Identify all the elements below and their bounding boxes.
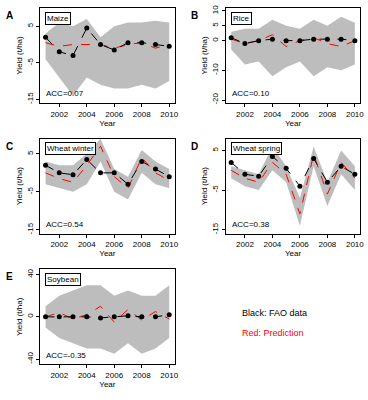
svg-text:ACC=-0.35: ACC=-0.35 bbox=[46, 351, 86, 360]
svg-text:2002: 2002 bbox=[50, 240, 68, 249]
svg-text:2004: 2004 bbox=[78, 240, 96, 249]
svg-text:Red: Prediction: Red: Prediction bbox=[242, 328, 304, 338]
svg-text:Year: Year bbox=[99, 380, 116, 389]
svg-text:ACC=0.54: ACC=0.54 bbox=[46, 220, 84, 229]
svg-text:Yield (t/ha): Yield (t/ha) bbox=[200, 167, 209, 206]
svg-text:Black: FAO data: Black: FAO data bbox=[242, 308, 307, 318]
svg-text:Yield (t/ha): Yield (t/ha) bbox=[200, 36, 209, 75]
svg-text:2004: 2004 bbox=[264, 240, 282, 249]
svg-text:A: A bbox=[6, 10, 13, 21]
svg-text:2008: 2008 bbox=[133, 371, 151, 380]
svg-text:ACC=0.38: ACC=0.38 bbox=[232, 220, 270, 229]
svg-text:2010: 2010 bbox=[160, 110, 178, 119]
svg-text:-15: -15 bbox=[211, 222, 220, 234]
svg-text:2010: 2010 bbox=[346, 110, 364, 119]
svg-text:Rice: Rice bbox=[233, 14, 250, 23]
svg-text:40: 40 bbox=[26, 268, 35, 277]
svg-text:B: B bbox=[191, 10, 198, 21]
svg-text:2006: 2006 bbox=[105, 371, 123, 380]
svg-text:5: 5 bbox=[211, 22, 220, 27]
svg-text:Maize: Maize bbox=[47, 14, 69, 23]
svg-text:Year: Year bbox=[285, 249, 302, 258]
svg-text:2002: 2002 bbox=[236, 110, 254, 119]
svg-text:Soybean: Soybean bbox=[47, 275, 79, 284]
svg-text:Year: Year bbox=[99, 119, 116, 128]
svg-text:5: 5 bbox=[26, 150, 35, 155]
svg-text:-15: -15 bbox=[26, 222, 35, 234]
svg-text:2002: 2002 bbox=[50, 110, 68, 119]
svg-text:D: D bbox=[191, 141, 198, 152]
svg-text:2004: 2004 bbox=[78, 110, 96, 119]
svg-text:2002: 2002 bbox=[50, 371, 68, 380]
svg-text:2010: 2010 bbox=[346, 240, 364, 249]
svg-text:-15: -15 bbox=[26, 92, 35, 104]
svg-text:2008: 2008 bbox=[318, 110, 336, 119]
svg-text:-10: -10 bbox=[211, 63, 220, 75]
svg-text:Wheat spring: Wheat spring bbox=[233, 144, 280, 153]
svg-text:2004: 2004 bbox=[78, 371, 96, 380]
svg-text:2010: 2010 bbox=[160, 371, 178, 380]
svg-text:Yield (t/ha): Yield (t/ha) bbox=[15, 36, 24, 75]
svg-text:ACC=0.07: ACC=0.07 bbox=[46, 89, 84, 98]
svg-text:5: 5 bbox=[26, 22, 35, 27]
svg-text:Wheat winter: Wheat winter bbox=[47, 144, 94, 153]
svg-text:2006: 2006 bbox=[291, 240, 309, 249]
svg-text:Year: Year bbox=[99, 249, 116, 258]
svg-text:-40: -40 bbox=[26, 352, 35, 364]
svg-text:5: 5 bbox=[211, 147, 220, 152]
svg-text:0: 0 bbox=[211, 37, 220, 42]
svg-text:-20: -20 bbox=[211, 92, 220, 104]
svg-text:2010: 2010 bbox=[160, 240, 178, 249]
svg-text:2002: 2002 bbox=[236, 240, 254, 249]
svg-text:2008: 2008 bbox=[318, 240, 336, 249]
svg-text:2008: 2008 bbox=[133, 110, 151, 119]
svg-text:Yield (t/ha): Yield (t/ha) bbox=[15, 167, 24, 206]
svg-text:Yield (t/ha): Yield (t/ha) bbox=[15, 297, 24, 336]
svg-text:-5: -5 bbox=[26, 57, 35, 65]
svg-text:2004: 2004 bbox=[264, 110, 282, 119]
svg-text:2006: 2006 bbox=[105, 240, 123, 249]
svg-text:2008: 2008 bbox=[133, 240, 151, 249]
svg-text:2006: 2006 bbox=[105, 110, 123, 119]
svg-text:ACC=0.10: ACC=0.10 bbox=[232, 89, 270, 98]
svg-text:-5: -5 bbox=[211, 185, 220, 193]
svg-text:Year: Year bbox=[285, 119, 302, 128]
svg-text:E: E bbox=[6, 271, 13, 282]
svg-text:10: 10 bbox=[211, 5, 220, 14]
svg-text:-5: -5 bbox=[26, 187, 35, 195]
svg-text:0: 0 bbox=[26, 313, 35, 318]
svg-text:C: C bbox=[6, 141, 13, 152]
svg-text:2006: 2006 bbox=[291, 110, 309, 119]
